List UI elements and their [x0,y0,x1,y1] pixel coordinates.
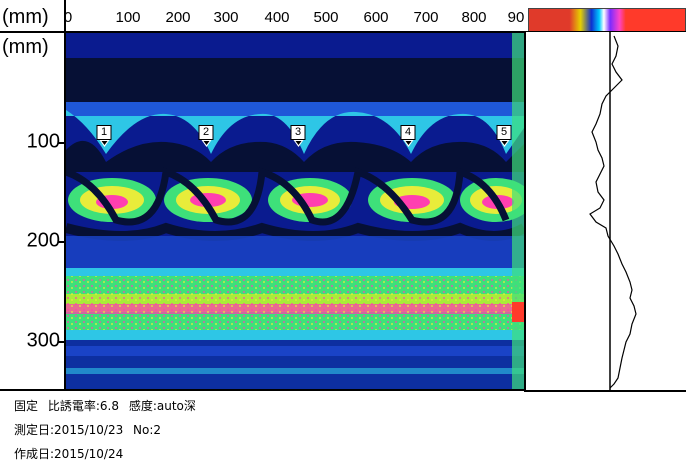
x-axis-ticks: 0 100 200 300 400 500 600 700 800 90 [0,0,525,30]
triangle-down-marker-icon [293,140,303,147]
bottom-axis-line [0,389,686,391]
marker-4[interactable]: 4 [400,125,416,147]
y-tick-label: 200 [26,229,60,252]
measure-date-text: 測定日:2015/10/23 [14,423,124,437]
y-tick-label: 100 [26,130,60,153]
x-tick-label: 100 [115,9,141,26]
marker-label: 5 [496,125,512,140]
y-tick-mark [58,142,66,144]
triangle-down-marker-icon [201,140,211,147]
x-tick-label: 800 [461,9,487,26]
x-tick-label: 400 [264,9,290,26]
marker-label: 4 [400,125,416,140]
amplitude-profile-svg [589,32,637,390]
x-tick-label: 0 [63,9,73,26]
info-line-1: 固定 比誘電率:6.8 感度:auto深 [14,397,202,414]
x-tick-label: 500 [313,9,339,26]
y-tick-mark [58,241,66,243]
marker-3[interactable]: 3 [290,125,306,147]
triangle-down-marker-icon [99,140,109,147]
triangle-down-marker-icon [499,140,509,147]
top-axis-line [0,31,686,33]
left-axis-line [64,0,66,390]
marker-2[interactable]: 2 [198,125,214,147]
radargram-image [66,32,524,390]
triangle-down-marker-icon [403,140,413,147]
marker-label: 1 [96,125,112,140]
marker-label: 2 [198,125,214,140]
mode-text: 固定 [14,399,39,413]
sensitivity-text: 感度:auto深 [128,399,196,413]
info-line-3: 作成日:2015/10/24 [14,445,129,462]
y-axis-unit: (mm) [2,36,49,58]
x-tick-label: 90 [507,9,525,26]
info-line-2: 測定日:2015/10/23 No:2 [14,421,167,438]
created-date-text: 作成日:2015/10/24 [14,447,124,461]
marker-label: 3 [290,125,306,140]
profile-trace [589,35,637,389]
marker-1[interactable]: 1 [96,125,112,147]
radargram-svg [66,32,524,390]
x-axis-unit: (mm) [2,6,49,28]
number-text: No:2 [133,423,162,437]
x-tick-label: 600 [363,9,389,26]
x-tick-label: 200 [165,9,191,26]
permittivity-text: 比誘電率:6.8 [47,399,119,413]
marker-5[interactable]: 5 [496,125,512,147]
x-tick-label: 700 [413,9,439,26]
x-tick-label: 300 [213,9,239,26]
y-tick-label: 300 [26,329,60,352]
color-scale-bar [528,8,686,32]
amplitude-profile-panel [524,32,686,392]
y-tick-mark [58,341,66,343]
